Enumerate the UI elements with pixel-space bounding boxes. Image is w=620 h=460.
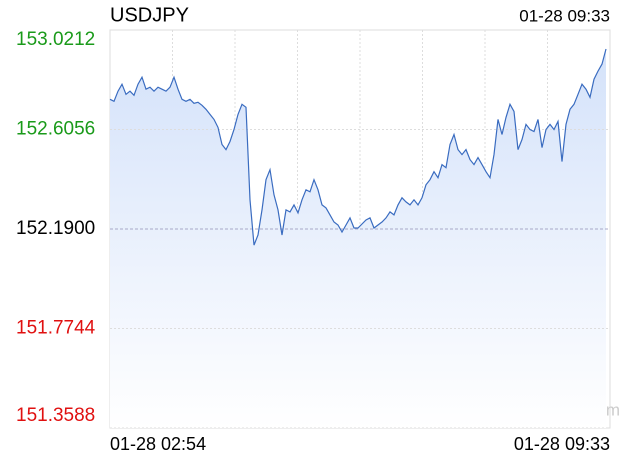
area — [110, 49, 606, 428]
y-tick-label: 152.1900 — [16, 218, 95, 239]
x-tick-label: 01-28 02:54 — [110, 434, 206, 454]
x-tick-label: 01-28 09:33 — [514, 434, 610, 454]
y-tick-label: 153.0212 — [16, 29, 95, 50]
y-tick-label: 152.6056 — [16, 119, 95, 140]
y-tick-label: 151.3588 — [16, 405, 95, 426]
y-tick-label: 151.7744 — [16, 318, 96, 339]
line — [109, 48, 607, 246]
chart-title: USDJPY — [110, 4, 189, 26]
timestamp: 01-28 09:33 — [519, 6, 610, 25]
